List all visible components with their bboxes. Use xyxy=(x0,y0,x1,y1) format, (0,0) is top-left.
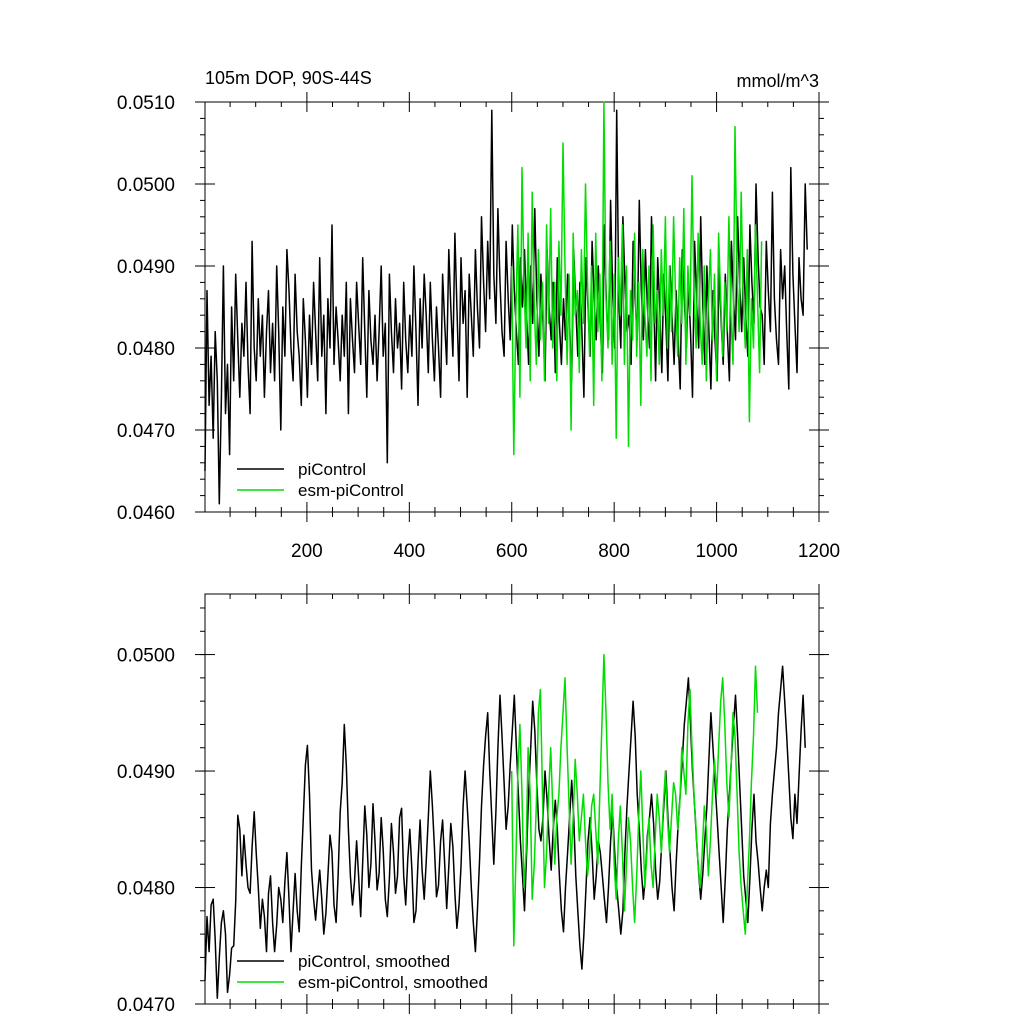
y-tick-label: 0.0480 xyxy=(117,339,175,360)
y-tick-label: 0.0500 xyxy=(117,175,175,196)
y-tick-label: 0.0490 xyxy=(117,762,175,783)
legend-label-picontrol-smoothed: piControl, smoothed xyxy=(298,952,450,971)
y-tick-label: 0.0460 xyxy=(117,503,175,524)
bottom-panel-ticks: 0.0470 0.0480 0.0490 0.0500 xyxy=(117,584,829,1016)
y-tick-label: 0.0500 xyxy=(117,646,175,667)
legend-label-esm-picontrol: esm-piControl xyxy=(298,481,404,500)
bottom-panel: 0.0470 0.0480 0.0490 0.0500 piControl, smoo… xyxy=(117,584,829,1016)
series-line-esm-picontrol-smoothed xyxy=(510,653,759,947)
series-line-esm-picontrol xyxy=(510,101,763,456)
y-tick-label: 0.0490 xyxy=(117,257,175,278)
legend-label-esm-picontrol-smoothed: esm-piControl, smoothed xyxy=(298,973,488,992)
series-line-picontrol-smoothed xyxy=(204,665,806,999)
y-tick-label: 0.0470 xyxy=(117,421,175,442)
x-tick-label: 800 xyxy=(598,541,630,562)
x-tick-label: 600 xyxy=(496,541,528,562)
x-tick-label: 200 xyxy=(291,541,323,562)
y-tick-label: 0.0480 xyxy=(117,879,175,900)
y-tick-label: 0.0470 xyxy=(117,995,175,1016)
top-panel-legend: piControl esm-piControl xyxy=(237,460,404,500)
x-tick-label: 1200 xyxy=(798,541,840,562)
top-panel-title: 105m DOP, 90S-44S xyxy=(205,68,372,88)
top-panel-series xyxy=(204,101,808,505)
bottom-panel-series xyxy=(204,653,806,999)
series-line-picontrol xyxy=(204,109,808,505)
top-panel-units: mmol/m^3 xyxy=(737,71,819,91)
bottom-panel-legend: piControl, smoothed esm-piControl, smoot… xyxy=(237,952,488,992)
y-tick-label: 0.0510 xyxy=(117,93,175,114)
top-panel: 105m DOP, 90S-44S mmol/m^3 200 400 600 800 1… xyxy=(117,68,840,562)
x-tick-label: 400 xyxy=(393,541,425,562)
x-tick-label: 1000 xyxy=(695,541,737,562)
legend-label-picontrol: piControl xyxy=(298,460,366,479)
top-panel-ticks: 200 400 600 800 1000 1200 0.0460 0.0470 0.0480 0.… xyxy=(117,92,840,562)
